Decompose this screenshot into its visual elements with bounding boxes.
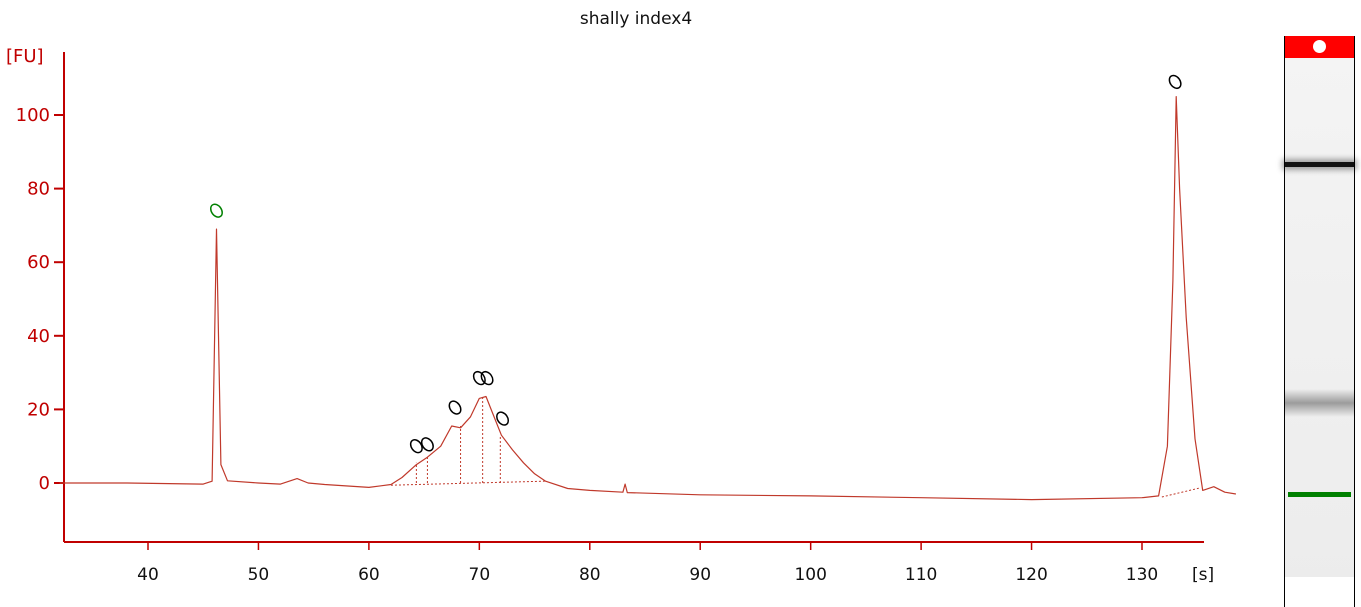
peak-marker-icon xyxy=(496,411,510,426)
peak-markers xyxy=(209,74,1182,454)
peak-marker-icon xyxy=(480,370,494,386)
y-tick-label: 100 xyxy=(16,105,50,126)
x-tick-label: 80 xyxy=(579,565,601,585)
x-tick-label: 60 xyxy=(358,565,380,585)
peak-baselines xyxy=(390,480,1201,498)
gel-band xyxy=(1288,491,1351,497)
x-tick-label: 50 xyxy=(248,565,270,585)
peak-marker-icon xyxy=(448,400,462,415)
y-axis-ticks: 0 20 40 60 80 100 xyxy=(16,105,64,494)
peak-marker-icon xyxy=(209,203,223,218)
x-tick-label: 90 xyxy=(689,565,711,585)
baseline-segment xyxy=(1161,487,1201,498)
x-tick-label: 120 xyxy=(1015,565,1047,585)
gel-header-dot-icon xyxy=(1313,40,1326,53)
y-tick-label: 0 xyxy=(39,473,50,494)
x-axis-ticks: 40 50 60 70 80 90 100 110 120 130 xyxy=(137,542,1158,585)
peak-marker-icon xyxy=(472,370,486,386)
y-axis-label: [FU] xyxy=(6,46,44,67)
peak-marker-icon xyxy=(409,439,423,454)
chart-title: shally index4 xyxy=(580,9,692,29)
peak-marker-icon xyxy=(1168,74,1182,90)
gel-band xyxy=(1285,389,1354,418)
series-line xyxy=(59,95,1236,501)
axes xyxy=(63,52,1204,543)
x-tick-label: 130 xyxy=(1126,565,1158,585)
peak-dividers xyxy=(415,396,501,483)
peak-marker-icon xyxy=(420,437,434,452)
y-tick-label: 60 xyxy=(27,252,50,273)
gel-lane-footer xyxy=(1285,577,1354,607)
x-tick-label: 40 xyxy=(137,565,159,585)
gel-band xyxy=(1285,162,1354,168)
y-tick-label: 20 xyxy=(27,399,50,420)
baseline-segment xyxy=(390,480,546,486)
x-tick-label: 70 xyxy=(469,565,491,585)
trace-group xyxy=(59,95,1236,501)
x-tick-label: 110 xyxy=(905,565,937,585)
x-tick-label: 100 xyxy=(794,565,826,585)
y-tick-label: 40 xyxy=(27,326,50,347)
gel-lane-header xyxy=(1285,36,1354,58)
y-tick-label: 80 xyxy=(27,179,50,200)
x-axis-label: [s] xyxy=(1192,565,1214,585)
gel-lane xyxy=(1284,36,1355,607)
